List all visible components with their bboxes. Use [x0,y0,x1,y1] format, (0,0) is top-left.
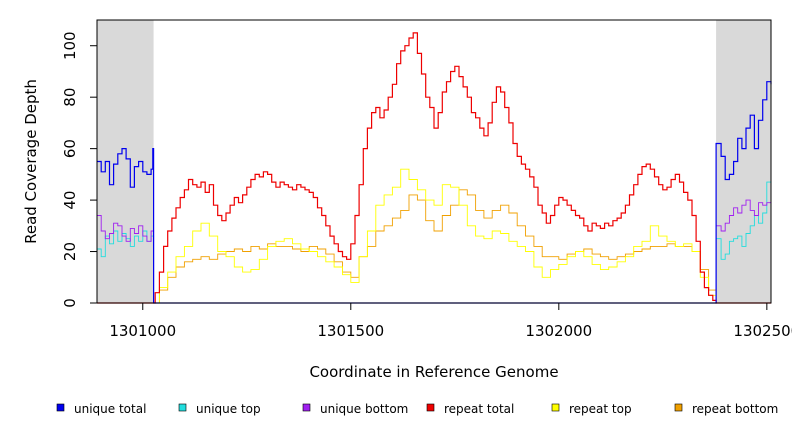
legend-item-repeat-total: repeat total [426,402,514,416]
legend-item-unique-bottom: unique bottom [302,402,408,416]
series-line-repeat-bottom [97,189,771,304]
legend-swatch [302,403,311,412]
legend-item-repeat-top: repeat top [551,402,632,416]
series-line-unique-bottom [97,199,772,304]
legend-swatch [426,403,435,412]
legend-swatch [551,403,560,412]
legend-label: repeat top [569,402,632,416]
shaded-region-1 [716,20,771,303]
legend-label: unique total [74,402,146,416]
y-tick-label: 0 [61,298,79,308]
x-tick-label: 1302000 [525,322,592,340]
legend-label: repeat bottom [692,402,778,416]
legend-swatch [178,403,187,412]
legend-label: unique top [196,402,261,416]
series-lines [97,32,772,304]
legend: unique total unique top unique bottom repea… [56,402,778,416]
legend-swatch [674,403,683,412]
y-axis-title: Read Coverage Depth [22,79,40,244]
legend-item-repeat-bottom: repeat bottom [674,402,778,416]
y-axis: 0 20 40 60 80 100 [61,31,98,308]
y-tick-label: 40 [61,191,79,210]
x-tick-label: 1301000 [109,322,176,340]
y-tick-label: 20 [61,242,79,261]
y-tick-label: 100 [61,31,79,60]
excluded-region-shading [97,20,771,303]
x-axis-title: Coordinate in Reference Genome [309,363,558,381]
legend-label: repeat total [444,402,514,416]
legend-item-unique-total: unique total [56,402,146,416]
y-tick-label: 80 [61,88,79,107]
y-tick-label: 60 [61,139,79,158]
plot-frame [96,19,772,304]
series-line-repeat-top [97,168,771,304]
legend-label: unique bottom [320,402,408,416]
legend-item-unique-top: unique top [178,402,261,416]
x-tick-label: 1301500 [317,322,384,340]
series-line-repeat-total [97,32,771,304]
legend-swatch [56,403,65,412]
